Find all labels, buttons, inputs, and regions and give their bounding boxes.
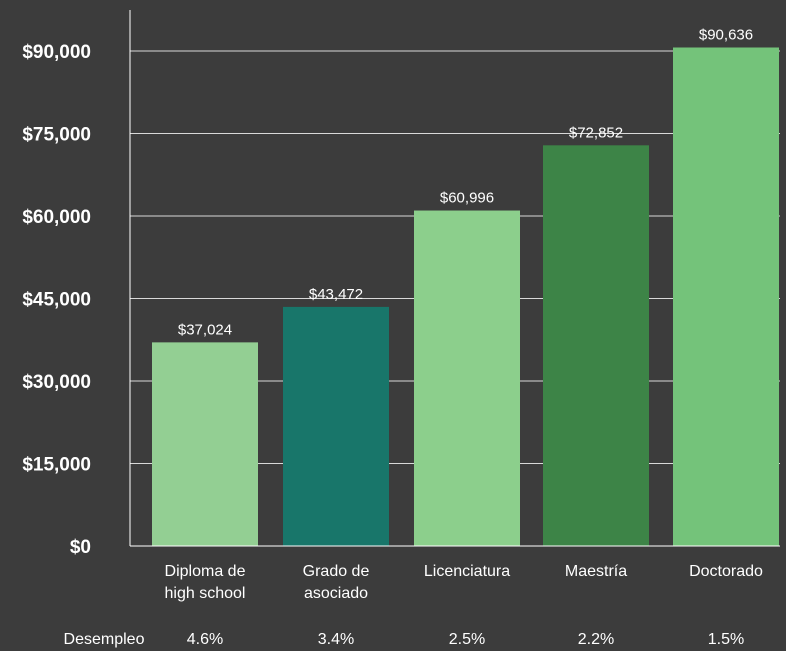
- bar: [673, 47, 779, 546]
- row-value: 1.5%: [708, 631, 744, 648]
- y-tick-label: $75,000: [22, 125, 91, 146]
- x-tick-label: Doctorado: [689, 563, 763, 580]
- y-tick-label: $90,000: [22, 42, 91, 63]
- data-label: $72,852: [569, 124, 623, 141]
- bar: [414, 210, 520, 546]
- x-tick-label-line: Grado de: [303, 563, 370, 580]
- x-tick-label-line: high school: [165, 585, 246, 602]
- y-tick-label: $45,000: [22, 290, 91, 311]
- x-tick-label-line: Doctorado: [689, 563, 763, 580]
- y-tick-label: $30,000: [22, 372, 91, 393]
- x-tick-label-line: Diploma de: [165, 563, 246, 580]
- y-tick-label: $15,000: [22, 455, 91, 476]
- y-tick-label: $0: [70, 537, 91, 558]
- data-label: $60,996: [440, 190, 494, 207]
- bar: [543, 145, 649, 546]
- data-label: $90,636: [699, 27, 753, 44]
- x-tick-label-line: Licenciatura: [424, 563, 510, 580]
- x-tick-label: Licenciatura: [424, 563, 510, 580]
- row-label: Desempleo: [64, 631, 145, 648]
- x-tick-label: Diploma de high school: [165, 563, 246, 602]
- x-tick-label: Maestría: [565, 563, 627, 580]
- data-label: $37,024: [178, 321, 232, 338]
- row-value: 3.4%: [318, 631, 354, 648]
- row-value: 2.5%: [449, 631, 485, 648]
- bar: [283, 306, 389, 546]
- data-label: $43,472: [309, 286, 363, 303]
- x-tick-label-line: Maestría: [565, 563, 627, 580]
- bar: [152, 342, 258, 546]
- x-tick-label-line: asociado: [304, 585, 368, 602]
- row-value: 2.2%: [578, 631, 614, 648]
- x-tick-label: Grado de asociado: [303, 563, 370, 602]
- y-tick-label: $60,000: [22, 207, 91, 228]
- row-value: 4.6%: [187, 631, 223, 648]
